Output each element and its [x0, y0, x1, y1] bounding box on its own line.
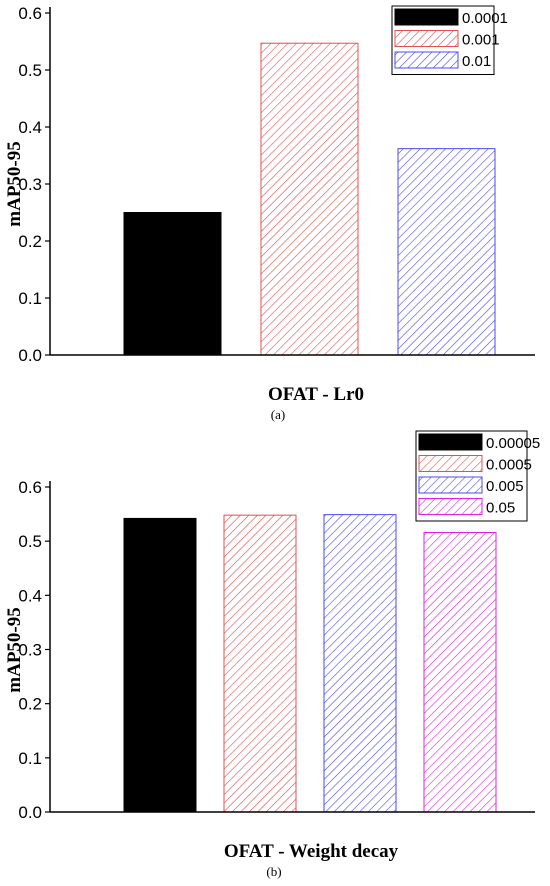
- y-tick-label: 0.4: [18, 586, 42, 605]
- legend-swatch: [418, 476, 483, 494]
- bar-0.05: [423, 532, 497, 813]
- legend-label: 0.001: [462, 32, 500, 49]
- legend-swatch: [394, 30, 459, 47]
- legend-label: 0.05: [486, 500, 515, 517]
- panel-label: (b): [266, 864, 281, 879]
- y-tick-label: 0.4: [18, 118, 42, 137]
- legend: 0.0001 0.001 0.01: [391, 5, 508, 75]
- y-tick-label: 0.0: [18, 803, 42, 822]
- y-tick-label: 0.3: [18, 175, 42, 194]
- y-axis-label: mAP50-95: [4, 607, 25, 692]
- y-tick-label: 0.5: [18, 532, 42, 551]
- y-tick-label: 0.1: [18, 289, 42, 308]
- legend-swatch: [394, 8, 459, 26]
- y-tick-label: 0.0: [18, 346, 42, 365]
- y-tick-label: 0.1: [18, 749, 42, 768]
- bar-0.005: [323, 514, 397, 813]
- y-tick-label: 0.5: [18, 61, 42, 80]
- bar-0.01: [397, 148, 496, 356]
- legend-label: 0.005: [486, 478, 524, 495]
- y-tick-label: 0.3: [18, 641, 42, 660]
- legend-swatch: [394, 51, 459, 69]
- bar-0.0001: [123, 212, 222, 356]
- legend-label: 0.00005: [486, 435, 540, 452]
- bar-0.00005: [123, 517, 197, 813]
- bar-0.001: [260, 42, 359, 356]
- legend-label: 0.0001: [462, 10, 508, 27]
- legend-label: 0.0005: [486, 457, 532, 474]
- bar-0.0005: [223, 514, 297, 813]
- y-tick-label: 0.2: [18, 232, 42, 251]
- chart-panel-2: 0.0 0.1 0.2 0.3 0.4 0.5 0.6 mAP50-95 OFAT - Weig…: [4, 430, 540, 879]
- y-tick-label: 0.2: [18, 695, 42, 714]
- y-tick-label: 0.6: [18, 478, 42, 497]
- chart-panel-1: 0.0 0.1 0.2 0.3 0.4 0.5 0.6 mAP50-95 OFAT - Lr0 (…: [4, 4, 535, 422]
- x-axis-label: OFAT - Lr0: [268, 384, 364, 405]
- x-axis-label: OFAT - Weight decay: [224, 841, 399, 862]
- legend-swatch: [418, 433, 483, 451]
- y-axis-label: mAP50-95: [4, 141, 25, 226]
- legend-swatch: [418, 498, 483, 515]
- legend-label: 0.01: [462, 53, 491, 70]
- panel-label: (a): [271, 407, 285, 422]
- legend: 0.00005 0.0005 0.005 0.05: [415, 430, 540, 522]
- legend-swatch: [418, 455, 483, 472]
- y-tick-label: 0.6: [18, 4, 42, 23]
